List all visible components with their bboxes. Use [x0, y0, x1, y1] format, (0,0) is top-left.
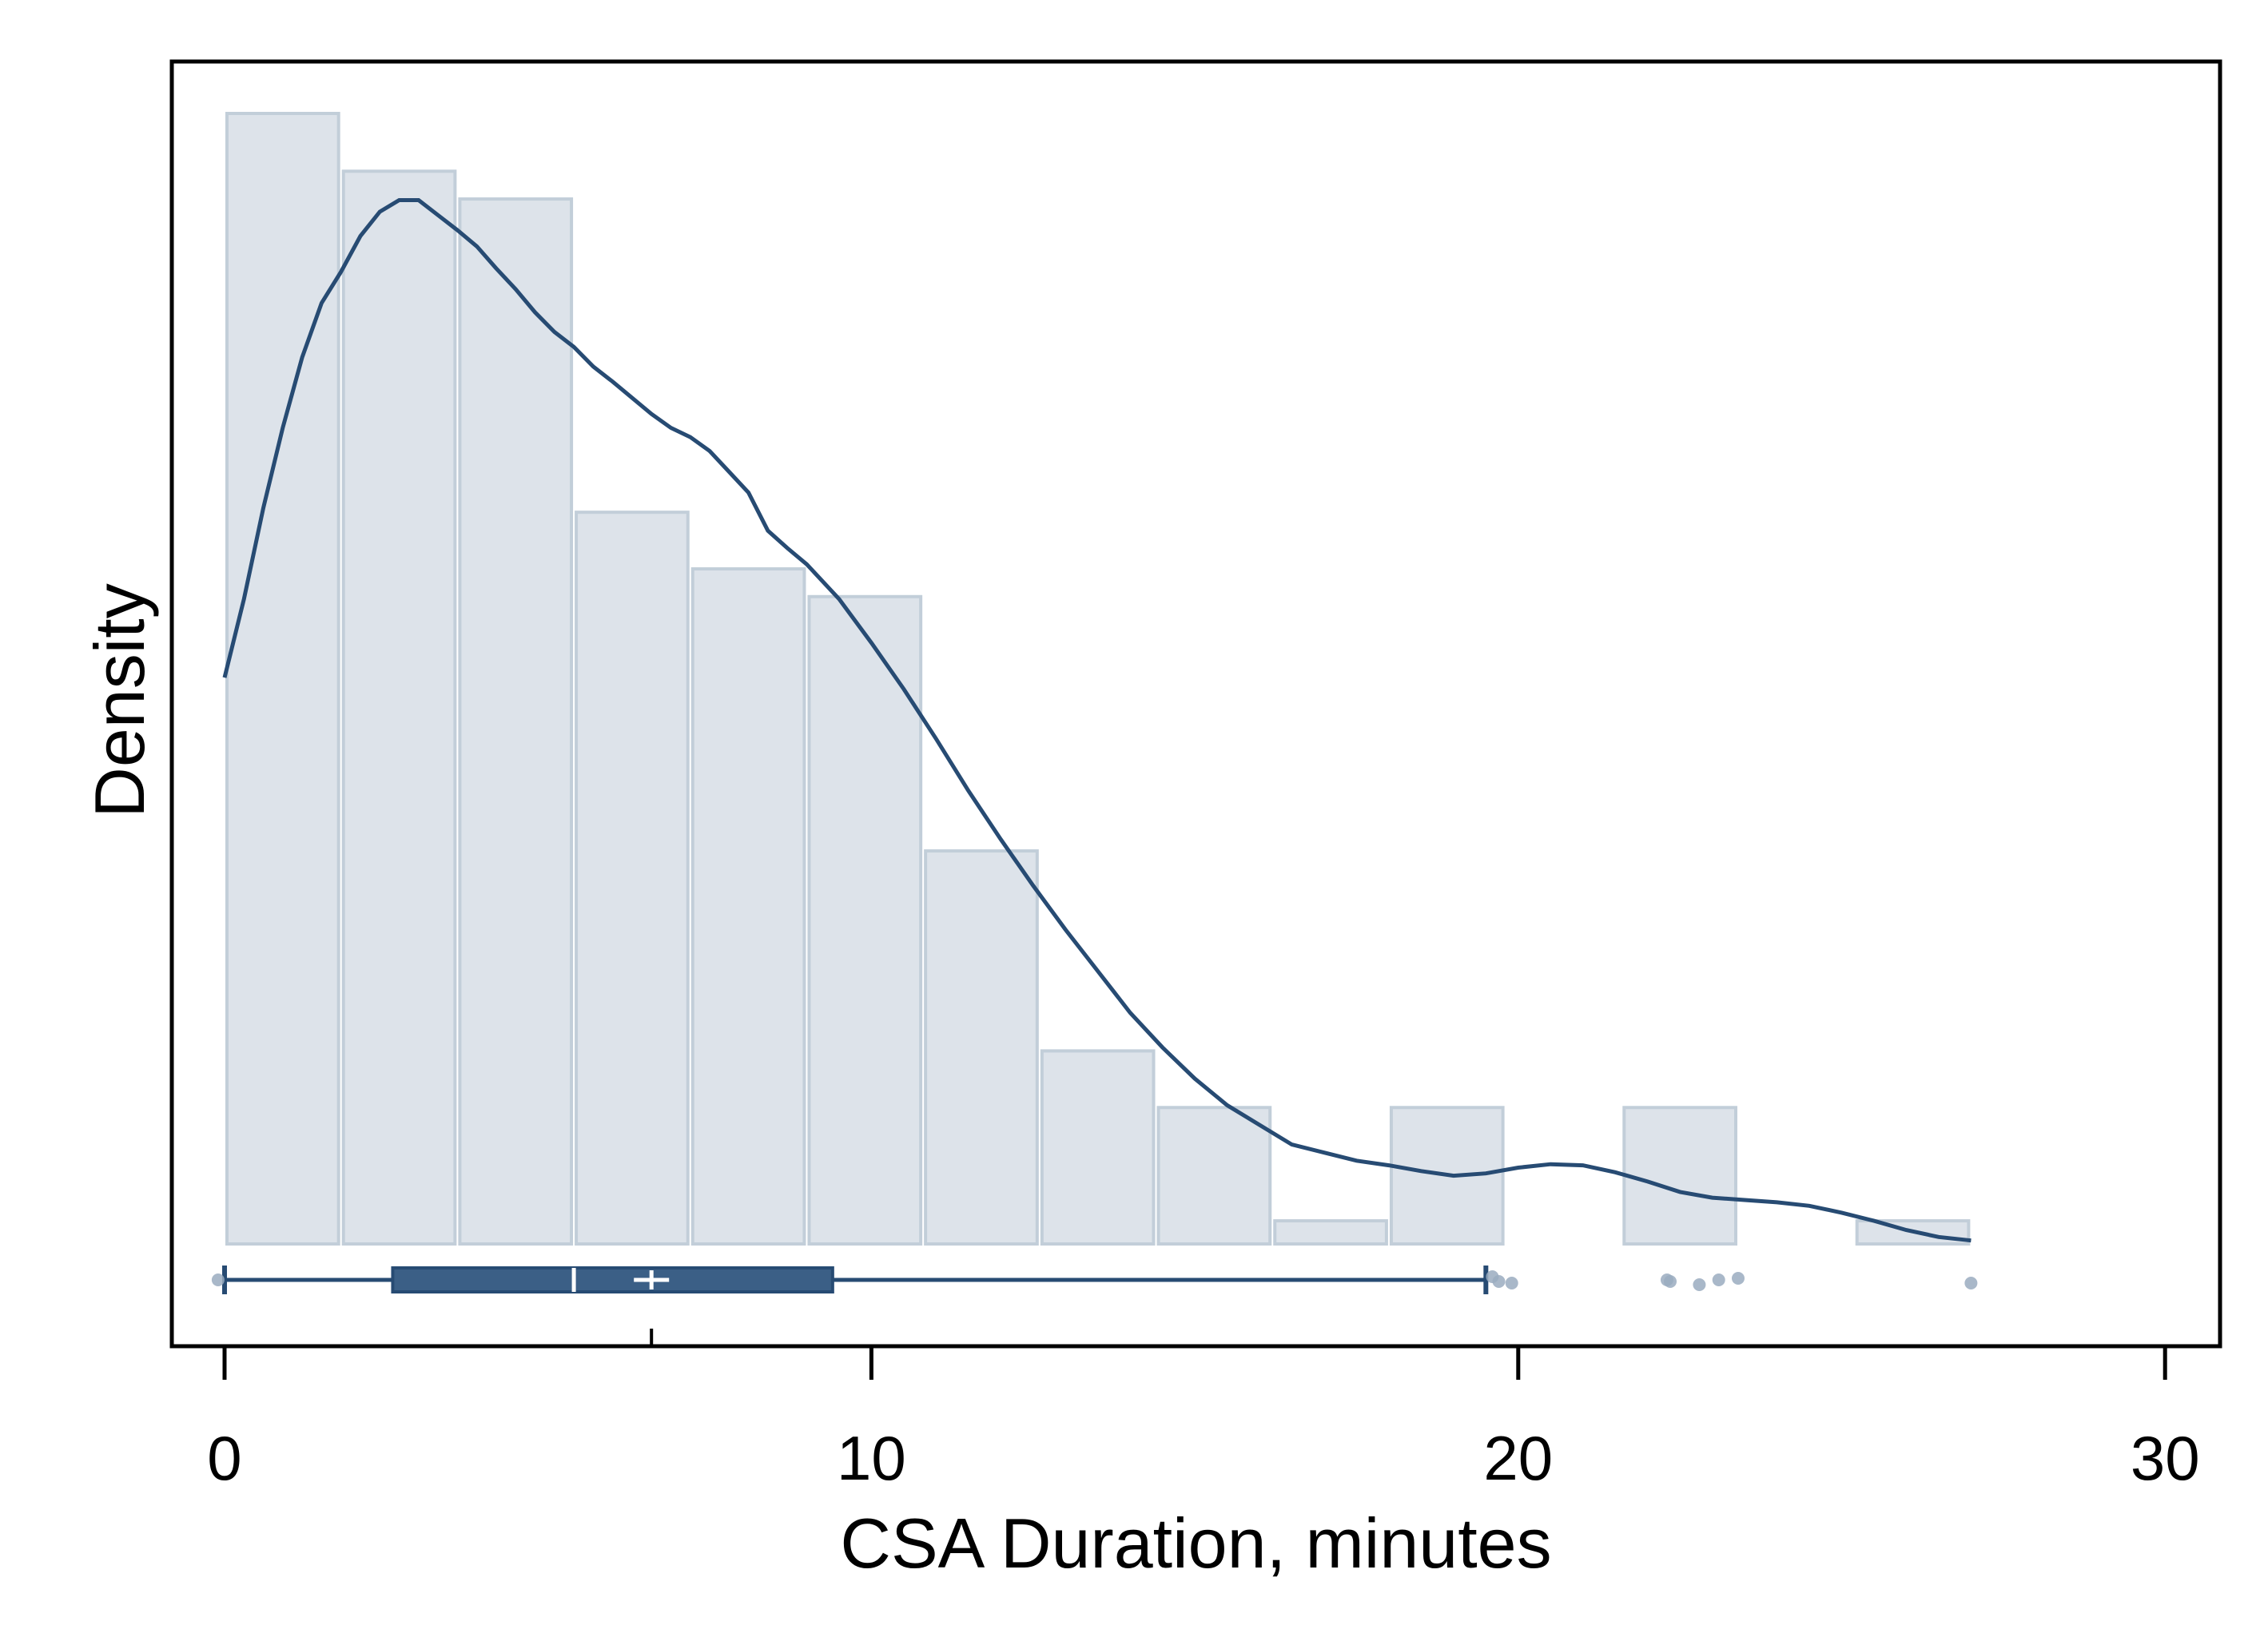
- boxplot-outlier: [1712, 1274, 1725, 1286]
- y-axis-title: Density: [80, 583, 159, 817]
- histogram-bar: [690, 567, 806, 1246]
- x-tick-label: 10: [837, 1423, 906, 1493]
- histogram-bar: [225, 112, 340, 1246]
- histogram-bar: [1622, 1106, 1737, 1246]
- x-tick-label: 30: [2131, 1423, 2200, 1493]
- boxplot-outlier: [1964, 1277, 1978, 1289]
- histogram-bar: [924, 849, 1039, 1246]
- x-axis-ticks: 0 10 20 30: [207, 1346, 2200, 1493]
- boxplot: [211, 1266, 1978, 1346]
- histogram-bar: [575, 511, 690, 1246]
- histogram-bar: [458, 197, 574, 1246]
- histogram-bar: [341, 169, 457, 1246]
- plot-frame: [169, 59, 2222, 1349]
- boxplot-outlier: [1505, 1277, 1518, 1289]
- histogram-bars: [225, 112, 1971, 1246]
- histogram-bar: [1273, 1219, 1388, 1246]
- boxplot-outlier: [1664, 1275, 1677, 1288]
- histogram-bar: [1156, 1106, 1272, 1246]
- boxplot-outlier: [1731, 1272, 1745, 1285]
- x-tick-label: 20: [1483, 1423, 1553, 1493]
- kde-line: [222, 198, 1972, 1243]
- x-axis-title: CSA Duration, minutes: [840, 1504, 1551, 1583]
- boxplot-box: [391, 1266, 834, 1293]
- x-tick-label: 0: [207, 1423, 241, 1493]
- boxplot-outlier: [1492, 1275, 1506, 1288]
- boxplot-outlier: [211, 1274, 225, 1286]
- histogram-bar: [807, 594, 923, 1246]
- histogram-bar: [1040, 1049, 1156, 1246]
- boxplot-outlier: [1693, 1278, 1706, 1291]
